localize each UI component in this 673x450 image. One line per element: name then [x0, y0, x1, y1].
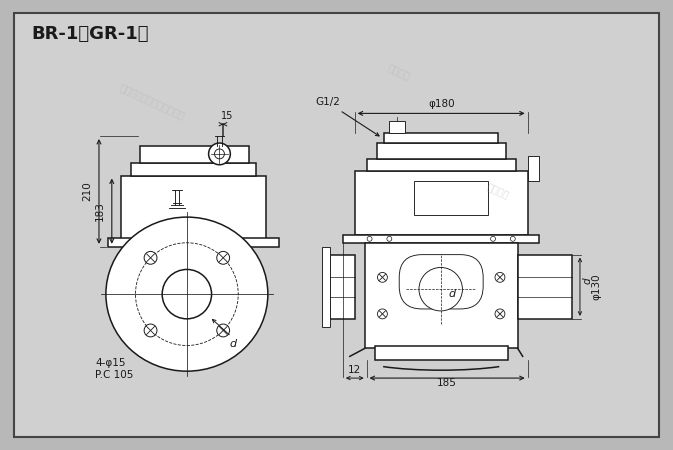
- Bar: [355, 171, 528, 235]
- Circle shape: [217, 252, 229, 264]
- Text: 機電貿易: 機電貿易: [485, 181, 511, 200]
- Text: 4-φ15: 4-φ15: [95, 358, 126, 368]
- Circle shape: [162, 270, 211, 319]
- Bar: [378, 143, 506, 159]
- Circle shape: [209, 143, 230, 165]
- Bar: [108, 238, 279, 247]
- Bar: [528, 156, 540, 180]
- Circle shape: [162, 240, 166, 245]
- Bar: [141, 146, 249, 163]
- Text: d: d: [449, 289, 456, 299]
- Circle shape: [419, 267, 462, 311]
- Bar: [343, 235, 540, 243]
- Text: 15: 15: [221, 111, 234, 122]
- Text: d: d: [583, 278, 593, 284]
- Bar: [390, 122, 405, 133]
- Text: φ130: φ130: [592, 274, 602, 300]
- Text: BR-1、GR-1型: BR-1、GR-1型: [32, 24, 149, 42]
- FancyBboxPatch shape: [399, 255, 483, 309]
- Circle shape: [217, 324, 229, 337]
- Bar: [384, 133, 498, 143]
- Circle shape: [510, 236, 516, 241]
- Circle shape: [141, 240, 146, 245]
- Bar: [330, 255, 355, 319]
- Circle shape: [367, 236, 372, 241]
- Bar: [180, 247, 194, 255]
- Circle shape: [221, 240, 225, 245]
- Bar: [375, 346, 508, 360]
- Bar: [367, 159, 516, 171]
- Bar: [518, 255, 572, 319]
- Bar: [120, 176, 266, 240]
- Text: 長沙信德: 長沙信德: [386, 63, 412, 81]
- Bar: [131, 163, 256, 176]
- Circle shape: [378, 272, 388, 282]
- Circle shape: [491, 236, 495, 241]
- Bar: [365, 243, 518, 348]
- Text: 210: 210: [82, 181, 92, 201]
- Circle shape: [144, 324, 157, 337]
- Circle shape: [378, 309, 388, 319]
- Text: 183: 183: [95, 201, 105, 221]
- Circle shape: [215, 149, 224, 159]
- Circle shape: [495, 272, 505, 282]
- Circle shape: [387, 236, 392, 241]
- Text: 長沙信德機電貿易有限公司: 長沙信德機電貿易有限公司: [118, 82, 186, 121]
- Circle shape: [495, 309, 505, 319]
- Text: P.C 105: P.C 105: [95, 370, 133, 380]
- Text: 185: 185: [437, 378, 457, 388]
- Ellipse shape: [106, 217, 268, 371]
- Text: 12: 12: [348, 365, 361, 375]
- Text: d: d: [229, 338, 237, 349]
- Text: G1/2: G1/2: [315, 98, 379, 136]
- Bar: [414, 180, 488, 215]
- Text: φ180: φ180: [428, 99, 454, 109]
- Circle shape: [144, 252, 157, 264]
- Bar: [322, 247, 330, 327]
- Circle shape: [240, 240, 245, 245]
